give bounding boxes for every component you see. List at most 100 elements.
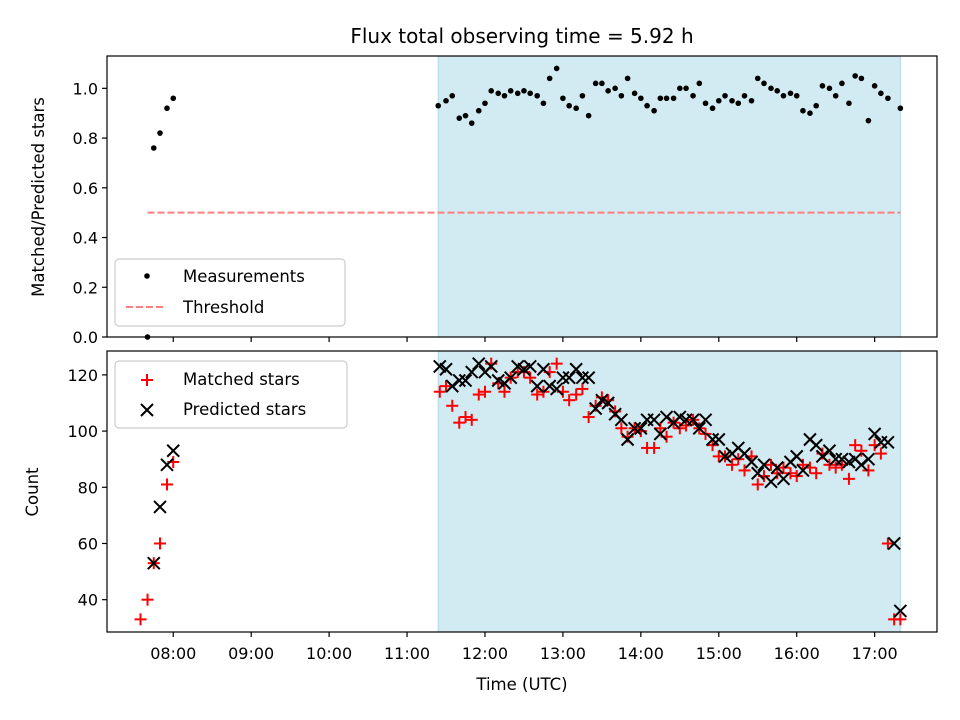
measurement-points — [144, 65, 904, 340]
measurement-point — [579, 92, 586, 99]
measurement-point — [624, 75, 631, 82]
measurement-point — [468, 120, 475, 126]
predicted-star-point — [523, 359, 537, 374]
measurement-point — [488, 88, 495, 94]
measurement-point — [858, 75, 865, 82]
measurement-point — [150, 145, 157, 151]
top-y-ticks: 0.0 0.2 0.4 0.6 0.8 1.0 — [73, 79, 107, 347]
measurement-point — [599, 80, 605, 87]
bottom-axes-frame — [106, 350, 938, 633]
measurement-point — [573, 105, 579, 112]
measurement-point — [657, 95, 664, 102]
measurement-point — [521, 88, 527, 94]
x-tick-label: 10:00 — [306, 644, 352, 663]
measurement-point — [871, 83, 878, 89]
measurement-point — [715, 97, 722, 104]
matched-star-point — [433, 385, 446, 398]
measurement-point — [462, 112, 469, 119]
top-y-tick-label: 0.8 — [73, 129, 98, 148]
top-y-tick-label: 1.0 — [73, 79, 98, 98]
predicted-star-point — [439, 362, 453, 376]
measurement-point — [702, 100, 709, 107]
measurement-point — [690, 92, 696, 99]
matched-star-point — [453, 416, 466, 429]
matched-star-point — [570, 388, 583, 401]
measurement-point — [677, 85, 683, 92]
measurement-point — [157, 130, 163, 136]
measurement-point — [566, 102, 572, 109]
measurement-point — [722, 92, 728, 99]
matched-star-point — [726, 458, 739, 471]
matched-star-point — [648, 441, 661, 454]
measurement-point — [807, 110, 813, 116]
predicted-star-point — [601, 396, 615, 410]
matched-star-point — [440, 380, 453, 393]
predicted-star-point — [588, 401, 603, 416]
measurement-point — [631, 90, 638, 97]
matched-star-point — [680, 419, 693, 432]
matched-star-point — [563, 394, 576, 407]
measurement-point — [592, 80, 599, 87]
predicted-star-point — [698, 413, 713, 427]
matched-star-point — [582, 411, 595, 424]
measurement-point — [852, 73, 858, 79]
top-y-tick-label: 0.4 — [73, 229, 98, 248]
measurement-point — [709, 105, 716, 112]
measurement-point — [787, 90, 794, 97]
predicted-star-point — [764, 474, 778, 489]
predicted-star-point — [828, 452, 843, 466]
legend-threshold: Threshold — [182, 298, 264, 317]
measurement-point — [780, 92, 787, 99]
measurement-point — [443, 97, 449, 104]
predicted-star-point — [556, 370, 570, 385]
bottom-legend-box — [114, 360, 348, 429]
matched-star-point — [576, 382, 589, 395]
matched-star-point — [777, 461, 790, 474]
legend-matched: Matched stars — [183, 370, 300, 389]
measurement-point — [449, 92, 456, 99]
measurement-point — [170, 95, 177, 102]
predicted-star-point — [147, 556, 161, 570]
matched-star-point — [738, 464, 751, 477]
predicted-star-point — [549, 382, 564, 396]
predicted-star-point — [790, 449, 804, 464]
predicted-star-point — [776, 472, 791, 486]
measurement-point — [800, 107, 806, 114]
predicted-star-point — [647, 413, 661, 427]
matched-star-point — [446, 399, 459, 412]
measurement-point — [813, 102, 820, 109]
measurement-point — [885, 95, 891, 102]
matched-star-point — [134, 613, 147, 626]
matched-star-point — [784, 467, 797, 480]
x-tick-label: 11:00 — [384, 644, 430, 663]
x-tick-label: 09:00 — [228, 644, 274, 663]
predicted-star-point — [614, 413, 629, 427]
x-tick-label: 13:00 — [540, 644, 586, 663]
measurement-point — [754, 75, 761, 82]
matched-star-point — [849, 439, 862, 452]
predicted-star-point — [472, 356, 486, 371]
predicted-star-point — [530, 379, 544, 393]
matched-star-point — [615, 422, 628, 435]
matched-star-point — [874, 447, 887, 460]
measurement-point — [748, 97, 755, 104]
measurement-point — [865, 117, 872, 124]
predicted-star-point — [458, 373, 473, 388]
matched-star-point — [829, 461, 842, 474]
measurement-point — [761, 80, 767, 87]
measurement-point — [514, 90, 521, 97]
top-y-tick-label: 0.2 — [73, 278, 98, 297]
predicted-star-point — [861, 452, 876, 466]
measurement-point — [670, 95, 677, 102]
bottom-x-ticks: 08:00 09:00 10:00 11:00 12:00 13:00 14:00 15:00… — [150, 632, 898, 663]
matched-star-point — [153, 537, 166, 550]
measurement-point — [605, 88, 611, 94]
predicted-star-point — [452, 373, 466, 388]
predicted-star-point — [712, 432, 726, 447]
bottom-y-tick-label: 120 — [67, 366, 98, 385]
matched-star-point — [855, 444, 868, 457]
top-axes-frame — [106, 55, 938, 338]
measurement-point — [495, 90, 502, 97]
predicted-star-point — [562, 370, 576, 385]
